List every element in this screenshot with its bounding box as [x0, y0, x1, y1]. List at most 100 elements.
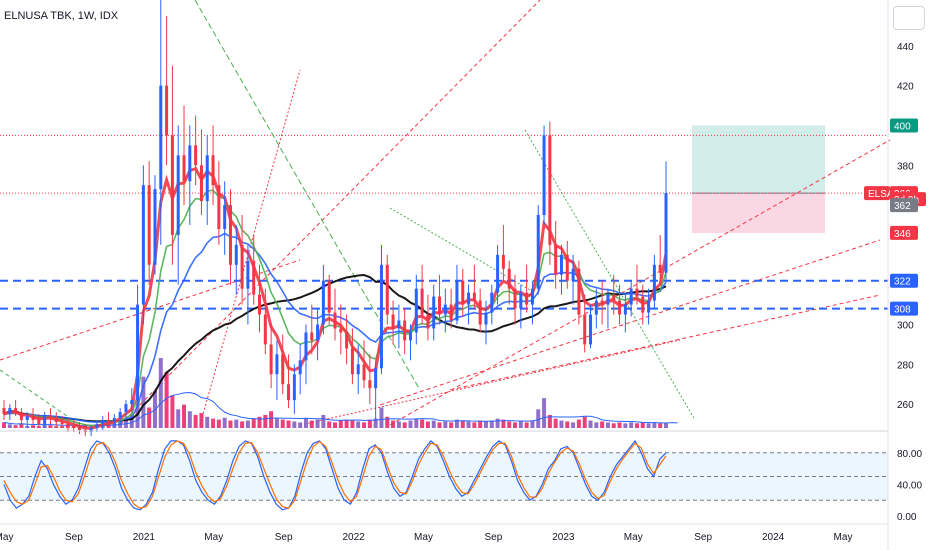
candle-body: [304, 332, 308, 361]
price-axis[interactable]: 44042040038030028026080.0040.000.00400EL…: [864, 0, 926, 550]
candle: [281, 334, 285, 395]
candle-body: [356, 364, 360, 375]
candle-body: [606, 294, 610, 305]
candle: [292, 364, 296, 415]
stoch-tick-label: 0.00: [897, 512, 917, 523]
time-axis[interactable]: May Sep 2021 May Sep 2022 May Sep 2023 May Sep 2024…: [0, 523, 888, 543]
candle: [658, 234, 662, 285]
candle: [635, 264, 639, 305]
volume-bar: [315, 419, 320, 428]
candle-body: [211, 155, 215, 186]
volume-bar: [164, 372, 169, 428]
candle-body: [362, 364, 366, 381]
trend-line: [194, 0, 421, 391]
time-tick-label: 2024: [762, 532, 785, 543]
volume-bar: [518, 421, 523, 428]
volume-bar: [48, 425, 53, 428]
candle-body: [234, 244, 238, 265]
candle: [379, 244, 383, 375]
candle-body: [652, 264, 656, 301]
volume-bar: [483, 421, 488, 428]
volume-bar: [408, 420, 413, 428]
candle: [345, 314, 349, 365]
trend-line: [389, 207, 531, 291]
trend-line: [119, 0, 541, 426]
candle-body: [246, 260, 250, 289]
candle-body: [130, 400, 134, 405]
candle-body: [478, 300, 482, 325]
volume-bar: [234, 419, 239, 428]
volume-bar: [536, 409, 541, 428]
candle: [490, 284, 494, 325]
candle: [478, 288, 482, 333]
candle: [385, 254, 389, 325]
time-tick-label: May: [624, 532, 643, 543]
stop-zone: [692, 193, 825, 233]
candle: [124, 400, 128, 419]
price-badge-label: 308: [894, 305, 911, 316]
candle: [112, 414, 116, 428]
candle: [170, 65, 174, 265]
candle: [333, 288, 337, 341]
volume-ma-line: [3, 392, 678, 427]
volume-bar: [547, 414, 552, 428]
volume-bar: [176, 409, 181, 428]
volume-bar: [251, 418, 256, 428]
volume-bar: [31, 425, 36, 428]
candle-body: [287, 384, 291, 401]
candle-body: [379, 264, 383, 369]
candle-body: [205, 155, 209, 202]
candle: [60, 416, 64, 428]
volume-bar: [565, 421, 570, 428]
candle: [565, 240, 569, 289]
volume-bar: [199, 413, 204, 428]
trend-line: [524, 129, 696, 421]
candle-body: [426, 314, 430, 329]
candle-body: [345, 332, 349, 349]
candle: [176, 125, 180, 285]
candle-body: [43, 416, 47, 425]
volume-bar: [280, 419, 285, 428]
candle-body: [327, 280, 331, 313]
candle-body: [449, 304, 453, 321]
volume-bar: [605, 422, 610, 428]
time-tick-label: May: [414, 532, 433, 543]
candle-body: [316, 324, 320, 341]
price-tick-label: 380: [897, 161, 914, 172]
candle: [66, 418, 70, 432]
volume-bar: [129, 414, 134, 428]
volume-bar: [472, 422, 477, 428]
candle-body: [89, 428, 93, 432]
candle-body: [37, 420, 41, 425]
candle-body: [594, 300, 598, 315]
candlesticks[interactable]: [2, 0, 668, 436]
candle: [356, 344, 360, 395]
target-zone: [692, 125, 825, 194]
volume-bar: [414, 418, 419, 428]
volume-bar: [379, 407, 384, 428]
candle-body: [2, 408, 6, 415]
candle: [31, 408, 35, 425]
candle-body: [269, 344, 273, 375]
candle: [594, 288, 598, 329]
volume-bar: [321, 414, 326, 428]
candle: [618, 284, 622, 325]
candle: [536, 205, 540, 295]
volume-bar: [2, 422, 6, 428]
chart-menu-button[interactable]: [893, 6, 925, 30]
candle-body: [14, 408, 18, 413]
candle: [252, 234, 256, 305]
candle: [641, 284, 645, 325]
volume-bar: [600, 421, 605, 428]
volume-bar: [211, 418, 216, 428]
candle: [507, 260, 511, 305]
volume-bar: [640, 422, 645, 428]
candle-body: [438, 296, 442, 315]
candle-body: [153, 189, 157, 265]
candle-body: [548, 135, 552, 245]
candle-body: [199, 165, 203, 202]
stochastic-panel: [0, 430, 888, 511]
candle: [589, 304, 593, 349]
candle-body: [455, 280, 459, 321]
